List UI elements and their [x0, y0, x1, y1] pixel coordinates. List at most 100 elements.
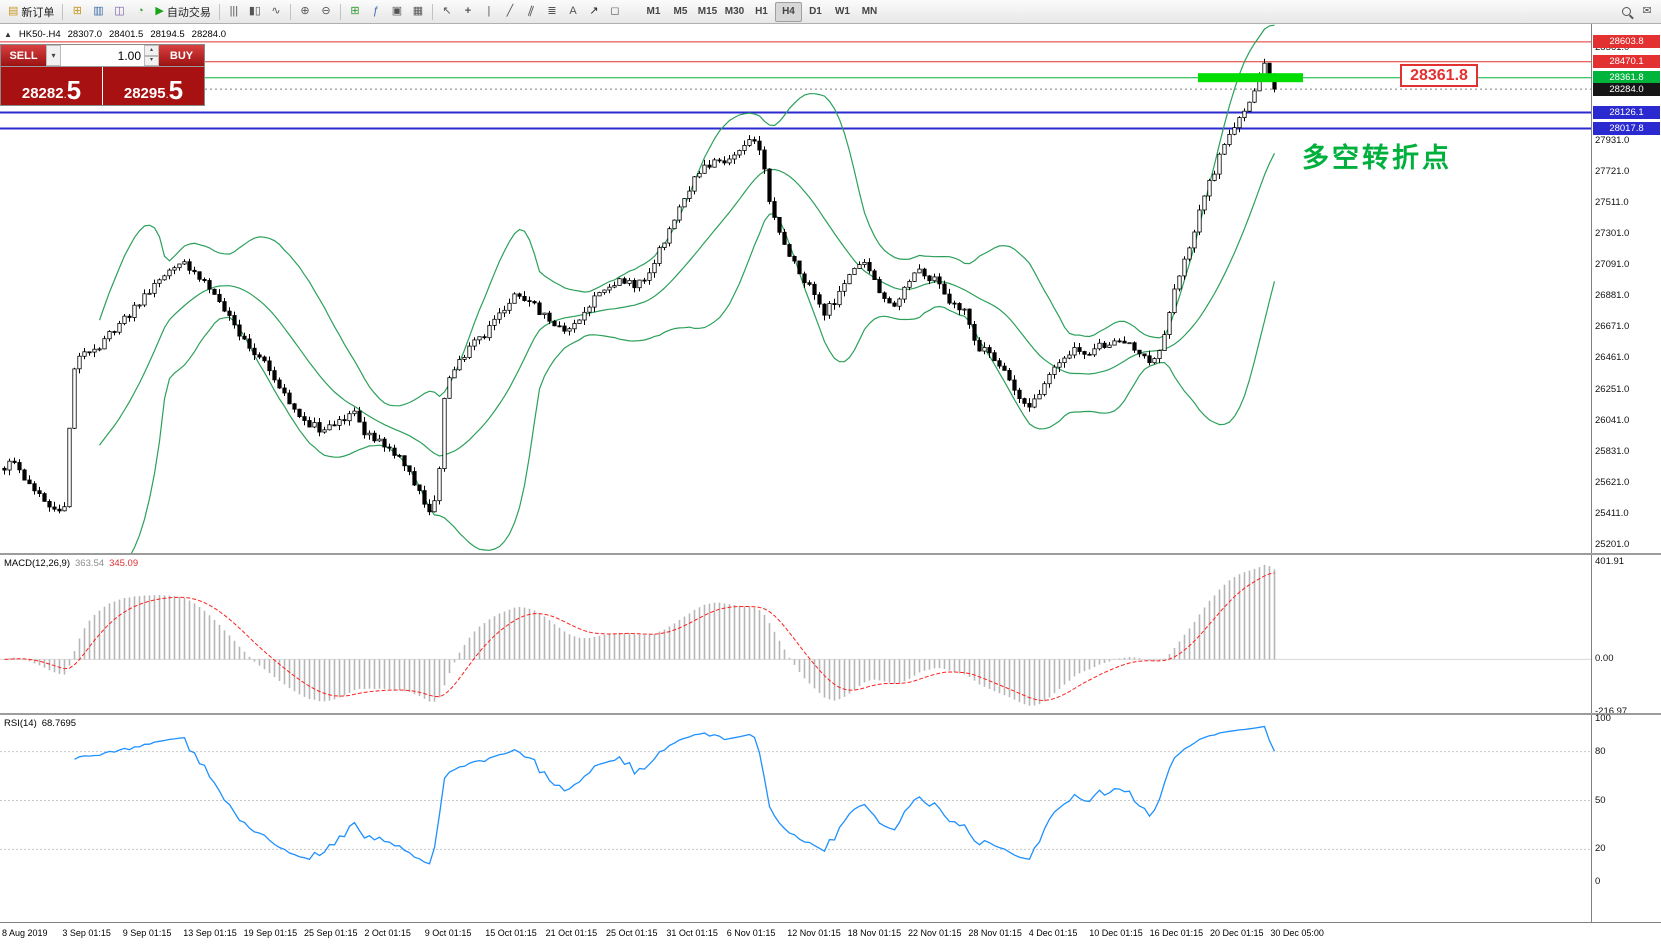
tile-windows-icon: ⊞	[350, 5, 360, 17]
mail-icon: ✉	[1642, 5, 1652, 17]
profiles-button[interactable]: ▥	[88, 2, 108, 22]
buy-price[interactable]: 28295. 5	[103, 67, 204, 105]
volume-input[interactable]	[61, 45, 144, 66]
arrows-tool-button[interactable]: ↗	[584, 2, 604, 22]
timeframe-h1-button[interactable]: H1	[748, 2, 775, 22]
rsi-panel[interactable]: RSI(14) 68.7695	[0, 715, 1591, 922]
macd-scale[interactable]: 401.91 0.00 -216.97	[1591, 555, 1661, 717]
sell-price-pip: 5	[66, 75, 82, 106]
strategy-tester-button[interactable]: ◔	[130, 2, 150, 22]
time-axis-label: 28 Nov 01:15	[968, 928, 1022, 938]
templates-button[interactable]: ▣	[387, 2, 407, 22]
macd-chart	[0, 564, 1591, 706]
panel-divider[interactable]	[0, 553, 1661, 555]
fibonacci-tool-button[interactable]: ≣	[542, 2, 562, 22]
toolbar-separator	[62, 3, 64, 20]
toolbar-separator	[339, 3, 341, 20]
macd-name: MACD(12,26,9)	[4, 558, 70, 569]
buy-price-main: 28295	[123, 85, 166, 102]
time-axis-label: 19 Sep 01:15	[243, 928, 298, 938]
zoom-out-icon: ⊖	[321, 5, 331, 17]
volume-dropdown-button[interactable]: ▾	[46, 45, 61, 66]
macd-value: 363.54	[75, 558, 105, 569]
buy-button[interactable]: BUY	[159, 45, 204, 66]
main-price-panel[interactable]: ▲ HK50-.H4 28307.0 28401.5 28194.5 28284…	[0, 24, 1591, 553]
rsi-value: 68.7695	[41, 718, 77, 729]
fibonacci-icon: ≣	[547, 5, 557, 17]
crosshair-icon: +	[464, 5, 472, 17]
time-axis-label: 6 Nov 01:15	[726, 928, 776, 938]
bar-chart-button[interactable]: |||	[224, 2, 244, 22]
time-axis-label: 10 Dec 01:15	[1089, 928, 1143, 938]
price-scale-label: 26251.0	[1595, 383, 1630, 395]
candlestick-chart-icon: ▮▯	[248, 5, 261, 17]
timeframe-m5-button[interactable]: M5	[667, 2, 694, 22]
sell-price[interactable]: 28282. 5	[1, 67, 103, 105]
vertical-line-tool-button[interactable]: |	[479, 2, 499, 22]
time-axis-label: 13 Sep 01:15	[183, 928, 237, 938]
volume-increase-button[interactable]: ▴	[144, 45, 159, 56]
time-axis-label: 9 Sep 01:15	[122, 928, 172, 938]
timeframe-m30-button[interactable]: M30	[721, 2, 748, 22]
grid-button[interactable]: ▦	[408, 2, 428, 22]
data-window-icon: ◫	[114, 5, 125, 17]
timeframe-m1-button[interactable]: M1	[640, 2, 667, 22]
toolbar-separator	[289, 3, 291, 20]
sell-price-main: 28282	[21, 85, 64, 102]
line-chart-button[interactable]: ∿	[266, 2, 286, 22]
one-click-trading-panel: SELL ▾ ▴ ▾ BUY 28282.5 28295.5	[0, 44, 205, 106]
panel-divider[interactable]	[0, 713, 1661, 715]
price-scale-label: 26461.0	[1595, 352, 1630, 364]
price-scale-label: 27511.0	[1595, 197, 1629, 209]
candlestick-chart-button[interactable]: ▮▯	[245, 2, 265, 22]
cursor-tool-button[interactable]: ↖	[437, 2, 457, 22]
timeframe-group: M1 M5 M15 M30 H1 H4 D1 W1 MN	[640, 1, 883, 22]
profiles-icon: ▥	[93, 5, 104, 17]
current-price-tag: 28284.0	[1593, 82, 1660, 96]
rsi-scale[interactable]: 100 80 50 20 0	[1591, 713, 1661, 922]
time-axis-label: 31 Oct 01:15	[666, 928, 718, 938]
new-chart-button[interactable]: ⊞	[67, 2, 87, 22]
autotrading-button[interactable]: ▶ 自动交易	[151, 2, 214, 22]
channel-tool-button[interactable]: ∥	[521, 2, 541, 22]
main-price-scale[interactable]: 28561.027931.027721.027511.027301.027091…	[1591, 24, 1661, 553]
price-scale-label: 27931.0	[1595, 135, 1630, 147]
price-level-tag: 28361.8	[1593, 71, 1660, 85]
zoom-in-button[interactable]: ⊕	[295, 2, 315, 22]
zoom-out-button[interactable]: ⊖	[316, 2, 336, 22]
rsi-scale-label: 0	[1595, 876, 1601, 887]
trendline-tool-button[interactable]: ╱	[500, 2, 520, 22]
tile-windows-button[interactable]: ⊞	[345, 2, 365, 22]
timeframe-mn-button[interactable]: MN	[856, 2, 883, 22]
data-window-button[interactable]: ◫	[109, 2, 129, 22]
candlestick-chart[interactable]	[0, 24, 1591, 553]
time-axis[interactable]: 8 Aug 2019 3 Sep 01:15 9 Sep 01:15 13 Sep 0…	[0, 922, 1661, 948]
buy-price-pip: 5	[168, 75, 184, 106]
volume-decrease-button[interactable]: ▾	[144, 55, 159, 66]
timeframe-d1-button[interactable]: D1	[802, 2, 829, 22]
indicators-button[interactable]: ƒ	[366, 2, 386, 22]
collapse-trade-panel-icon[interactable]: ▲	[4, 30, 12, 39]
shapes-tool-button[interactable]: ◻	[605, 2, 625, 22]
text-tool-button[interactable]: A	[563, 2, 583, 22]
search-button[interactable]	[1616, 2, 1636, 22]
timeframe-m15-button[interactable]: M15	[694, 2, 721, 22]
ohlc-low: 28194.5	[150, 29, 185, 40]
toolbar-separator	[431, 3, 433, 20]
price-scale-label: 25621.0	[1595, 476, 1630, 488]
messages-button[interactable]: ✉	[1637, 2, 1657, 22]
time-axis-label: 30 Dec 05:00	[1270, 928, 1324, 938]
sell-price-dot: .	[63, 89, 67, 101]
autotrading-label: 自动交易	[166, 6, 211, 19]
buy-price-dot: .	[165, 89, 169, 101]
sell-button[interactable]: SELL	[1, 45, 46, 66]
macd-panel[interactable]: MACD(12,26,9) 363.54 345.09	[0, 555, 1591, 713]
time-axis-label: 12 Nov 01:15	[787, 928, 841, 938]
crosshair-tool-button[interactable]: +	[458, 2, 478, 22]
new-order-button[interactable]: ▤ 新订单	[4, 2, 58, 22]
timeframe-w1-button[interactable]: W1	[829, 2, 856, 22]
price-level-tag: 28126.1	[1593, 106, 1660, 119]
rsi-label: RSI(14) 68.7695	[4, 718, 76, 729]
time-axis-label: 18 Nov 01:15	[847, 928, 902, 938]
timeframe-h4-button[interactable]: H4	[774, 1, 802, 22]
